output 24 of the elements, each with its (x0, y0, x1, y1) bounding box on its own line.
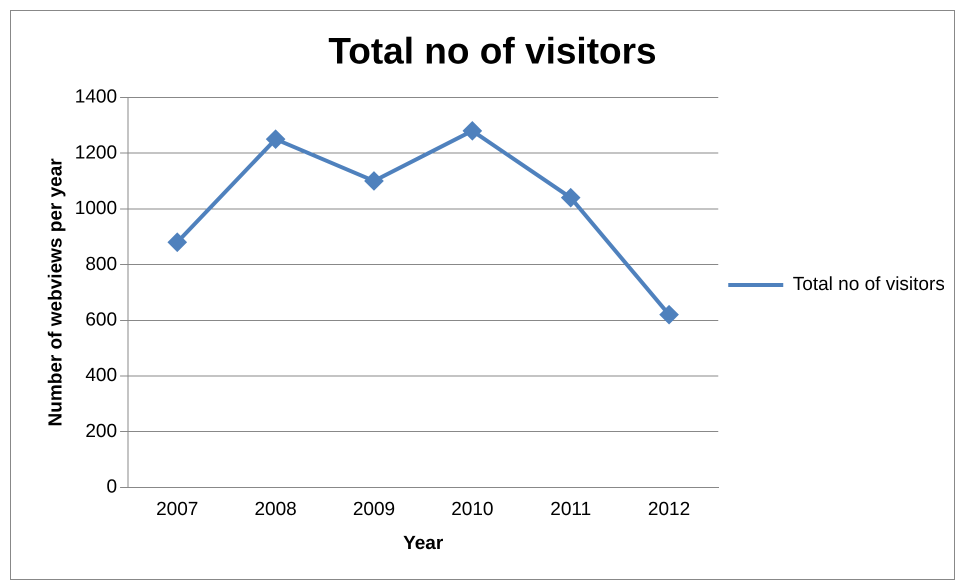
x-tick-label: 2009 (352, 499, 396, 520)
point (463, 122, 482, 140)
x-tick-label: 2007 (156, 499, 198, 520)
x-tick-label: 2008 (254, 499, 297, 520)
x-tick-label: 2012 (648, 499, 690, 520)
y-tick-label: 1200 (74, 142, 118, 164)
chart-title: Total no of visitors (328, 30, 657, 72)
y-axis-title: Number of webviews per year (46, 158, 67, 427)
y-tick-label: 600 (85, 309, 118, 330)
y-tick-label: 0 (106, 476, 118, 498)
y-tick-label: 400 (85, 365, 118, 386)
y-tick-label: 800 (85, 254, 118, 275)
point (562, 188, 580, 207)
point (266, 130, 285, 148)
legend-label: Total no of visitors (792, 274, 945, 296)
point (660, 306, 678, 324)
y-tick-label: 200 (85, 420, 118, 442)
x-axis-title: Year (403, 532, 444, 554)
point (168, 233, 186, 252)
point (364, 172, 383, 190)
x-tick-label: 2011 (550, 499, 592, 520)
y-tick-label: 1400 (74, 86, 118, 108)
y-tick-label: 1000 (74, 198, 118, 220)
x-tick-label: 2010 (451, 499, 494, 520)
